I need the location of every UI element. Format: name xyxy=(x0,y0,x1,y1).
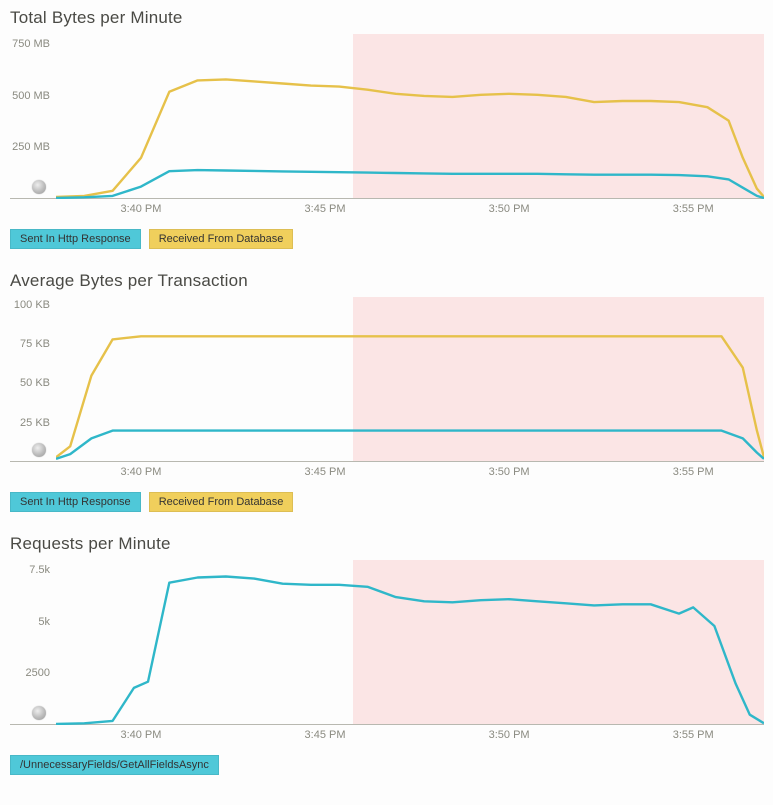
x-axis: 3:40 PM 3:45 PM 3:50 PM 3:55 PM xyxy=(10,203,764,221)
y-tick-label: 7.5k xyxy=(29,564,50,576)
loading-icon xyxy=(32,443,46,457)
x-tick-label: 3:50 PM xyxy=(489,729,530,741)
x-tick-label: 3:45 PM xyxy=(305,466,346,478)
legend: Sent In Http Response Received From Datab… xyxy=(10,229,763,249)
y-tick-label: 25 KB xyxy=(20,417,50,429)
chart-requests: Requests per Minute 2500 5k 7.5k 3:40 PM 3:45… xyxy=(10,534,763,775)
legend: Sent In Http Response Received From Datab… xyxy=(10,492,763,512)
legend-item[interactable]: Sent In Http Response xyxy=(10,229,141,249)
y-tick-label: 750 MB xyxy=(12,38,50,50)
chart-avg-bytes: Average Bytes per Transaction 25 KB 50 KB 7… xyxy=(10,271,763,512)
chart-area: 250 MB 500 MB 750 MB xyxy=(10,34,764,199)
x-axis: 3:40 PM 3:45 PM 3:50 PM 3:55 PM xyxy=(10,466,764,484)
legend-item[interactable]: Received From Database xyxy=(149,229,294,249)
y-tick-label: 50 KB xyxy=(20,377,50,389)
x-axis: 3:40 PM 3:45 PM 3:50 PM 3:55 PM xyxy=(10,729,764,747)
chart-title: Average Bytes per Transaction xyxy=(10,271,763,291)
series-line xyxy=(56,336,764,457)
plot-region xyxy=(56,560,764,724)
x-tick-label: 3:55 PM xyxy=(673,466,714,478)
x-tick-label: 3:50 PM xyxy=(489,203,530,215)
chart-title: Requests per Minute xyxy=(10,534,763,554)
y-axis: 25 KB 50 KB 75 KB 100 KB xyxy=(10,297,56,461)
legend-item[interactable]: Received From Database xyxy=(149,492,294,512)
legend-item[interactable]: Sent In Http Response xyxy=(10,492,141,512)
chart-svg xyxy=(56,34,764,199)
series-line xyxy=(56,79,764,196)
y-tick-label: 5k xyxy=(38,616,50,628)
x-tick-label: 3:45 PM xyxy=(305,203,346,215)
y-axis: 2500 5k 7.5k xyxy=(10,560,56,724)
y-tick-label: 100 KB xyxy=(14,299,50,311)
chart-total-bytes: Total Bytes per Minute 250 MB 500 MB 750 MB… xyxy=(10,8,763,249)
y-tick-label: 500 MB xyxy=(12,90,50,102)
legend: /UnnecessaryFields/GetAllFieldsAsync xyxy=(10,755,763,775)
series-line xyxy=(56,170,764,198)
x-tick-label: 3:40 PM xyxy=(120,466,161,478)
x-tick-label: 3:55 PM xyxy=(673,203,714,215)
chart-title: Total Bytes per Minute xyxy=(10,8,763,28)
x-tick-label: 3:55 PM xyxy=(673,729,714,741)
series-line xyxy=(56,577,764,725)
y-axis: 250 MB 500 MB 750 MB xyxy=(10,34,56,198)
chart-svg xyxy=(56,560,764,725)
x-tick-label: 3:40 PM xyxy=(120,729,161,741)
y-tick-label: 250 MB xyxy=(12,141,50,153)
legend-item[interactable]: /UnnecessaryFields/GetAllFieldsAsync xyxy=(10,755,219,775)
x-tick-label: 3:45 PM xyxy=(305,729,346,741)
chart-svg xyxy=(56,297,764,462)
x-tick-label: 3:50 PM xyxy=(489,466,530,478)
y-tick-label: 2500 xyxy=(26,667,50,679)
chart-area: 25 KB 50 KB 75 KB 100 KB xyxy=(10,297,764,462)
x-tick-label: 3:40 PM xyxy=(120,203,161,215)
chart-area: 2500 5k 7.5k xyxy=(10,560,764,725)
y-tick-label: 75 KB xyxy=(20,338,50,350)
loading-icon xyxy=(32,706,46,720)
series-line xyxy=(56,431,764,459)
plot-region xyxy=(56,34,764,198)
loading-icon xyxy=(32,180,46,194)
plot-region xyxy=(56,297,764,461)
